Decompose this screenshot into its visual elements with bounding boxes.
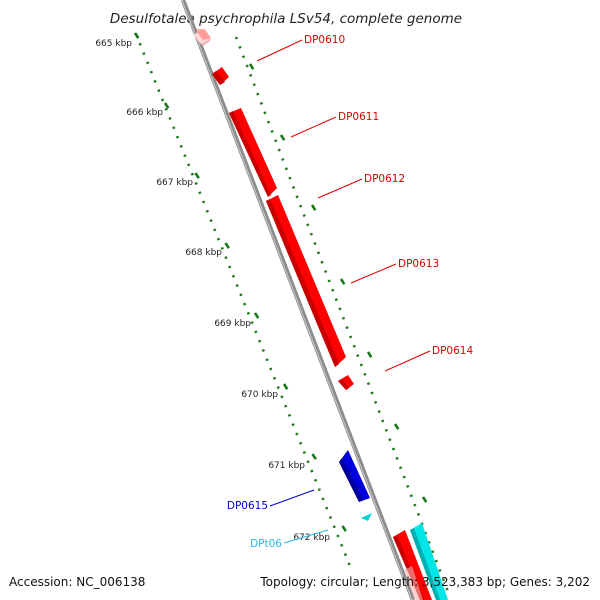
gene-label-dpt06[interactable]: DPt06 bbox=[250, 538, 282, 550]
gene-dp0610-block[interactable] bbox=[212, 67, 229, 85]
gene-dp0612-arrow[interactable] bbox=[266, 195, 346, 367]
leader-line-dp0612 bbox=[317, 178, 363, 199]
leader-line-dp0611 bbox=[290, 116, 337, 138]
gene-label-dp0612[interactable]: DP0612 bbox=[364, 173, 405, 185]
outer-major-ticks bbox=[133, 32, 347, 532]
kbp-label: 669 kbp bbox=[214, 319, 251, 329]
genome-backbone bbox=[180, 0, 416, 600]
leader-line-dp0614 bbox=[384, 350, 431, 372]
major-tick bbox=[310, 204, 317, 211]
major-tick bbox=[163, 102, 170, 109]
major-tick bbox=[279, 134, 286, 141]
kbp-label: 666 kbp bbox=[126, 108, 163, 118]
major-tick bbox=[224, 242, 230, 249]
major-tick bbox=[339, 278, 346, 285]
gene-dp0610-arrow[interactable] bbox=[193, 29, 211, 46]
kbp-label: 665 kbp bbox=[95, 39, 132, 49]
leader-line-dp0615 bbox=[269, 489, 315, 507]
major-tick bbox=[248, 63, 255, 70]
gene-dp0611-arrow[interactable] bbox=[229, 108, 277, 197]
gene-label-dp0615[interactable]: DP0615 bbox=[227, 500, 268, 512]
topology-summary: Topology: circular; Length: 3,523,383 bp… bbox=[259, 575, 590, 589]
kbp-label: 667 kbp bbox=[156, 178, 193, 188]
major-tick bbox=[194, 172, 200, 179]
gene-label-dp0613[interactable]: DP0613 bbox=[398, 258, 439, 270]
gene-label-dp0610[interactable]: DP0610 bbox=[304, 34, 345, 46]
leader-line-dpt06 bbox=[283, 529, 329, 544]
kbp-labels: 665 kbp 666 kbp 667 kbp 668 kbp 669 kbp … bbox=[95, 39, 330, 543]
leader-line-dp0613 bbox=[350, 263, 397, 284]
major-tick bbox=[421, 496, 428, 503]
major-tick bbox=[253, 312, 260, 319]
major-tick bbox=[133, 32, 140, 39]
major-tick bbox=[282, 383, 289, 390]
kbp-label: 670 kbp bbox=[241, 390, 278, 400]
major-tick bbox=[341, 525, 347, 532]
trna-bottom-block[interactable] bbox=[410, 523, 448, 600]
reverse-genes bbox=[339, 450, 448, 600]
major-tick bbox=[393, 423, 400, 430]
map-title: Desulfotalea psychrophila LSv54, complet… bbox=[110, 11, 462, 27]
forward-genes bbox=[193, 29, 432, 600]
gene-bottom-fragment bbox=[404, 566, 423, 600]
gene-dpt06-marker[interactable] bbox=[361, 513, 372, 521]
gene-label-dp0611[interactable]: DP0611 bbox=[338, 111, 379, 123]
gene-label-dp0614[interactable]: DP0614 bbox=[432, 345, 473, 357]
gene-labels: DP0610 DP0611 DP0612 DP0613 DP0614 DP061… bbox=[227, 34, 474, 550]
kbp-label: 671 kbp bbox=[268, 461, 305, 471]
major-tick bbox=[366, 351, 373, 358]
leader-line-dp0610 bbox=[256, 39, 303, 62]
gene-dp0615-arrow[interactable] bbox=[339, 450, 370, 502]
kbp-label: 672 kbp bbox=[293, 533, 330, 543]
major-tick bbox=[311, 453, 317, 460]
gene-dp0614-block[interactable] bbox=[338, 375, 354, 390]
kbp-label: 668 kbp bbox=[185, 248, 222, 258]
accession-text: Accession: NC_006138 bbox=[9, 575, 145, 589]
inner-major-ticks bbox=[248, 63, 428, 503]
